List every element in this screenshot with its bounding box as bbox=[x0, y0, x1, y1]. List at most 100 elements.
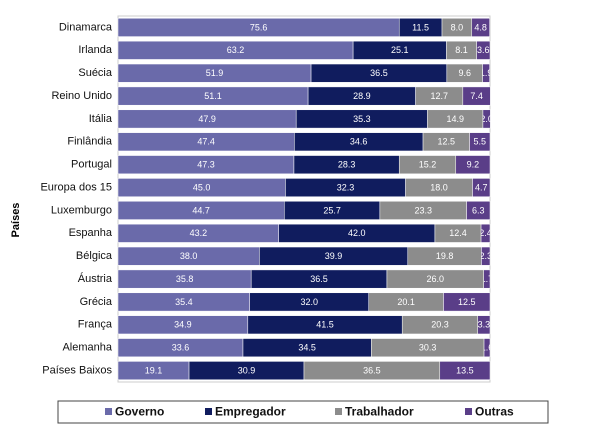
value-label: 30.9 bbox=[238, 365, 256, 375]
value-label-clip: 38.0 bbox=[180, 251, 198, 261]
value-label-clip: 4.7 bbox=[475, 182, 488, 192]
legend-marker bbox=[465, 408, 472, 415]
value-label: 42.0 bbox=[348, 228, 366, 238]
value-label: 20.3 bbox=[431, 320, 449, 330]
value-label-clip: 35.4 bbox=[175, 297, 193, 307]
value-label: 28.3 bbox=[338, 160, 356, 170]
legend-marker bbox=[205, 408, 212, 415]
value-label-clip: 44.7 bbox=[192, 205, 210, 215]
value-label-clip: 4.8 bbox=[474, 22, 487, 32]
y-tick-label: Suécia bbox=[78, 67, 113, 79]
bar-segment bbox=[480, 223, 491, 243]
value-label: 36.5 bbox=[370, 68, 388, 78]
value-label: 25.1 bbox=[391, 45, 409, 55]
value-label: 51.1 bbox=[204, 91, 222, 101]
value-label: 63.2 bbox=[227, 45, 245, 55]
value-label-clip: 35.8 bbox=[176, 274, 194, 284]
value-label: 47.9 bbox=[198, 114, 216, 124]
value-label: 33.6 bbox=[172, 343, 190, 353]
value-label-clip: 26.0 bbox=[427, 274, 445, 284]
value-label-clip: 6.3 bbox=[472, 205, 485, 215]
value-label-clip: 36.5 bbox=[370, 68, 388, 78]
value-label-clip: 11.5 bbox=[412, 22, 429, 32]
value-label: 15.2 bbox=[419, 160, 437, 170]
value-label: 13.5 bbox=[456, 365, 474, 375]
value-label: 32.3 bbox=[337, 182, 355, 192]
legend-marker bbox=[335, 408, 342, 415]
value-label: 35.8 bbox=[176, 274, 194, 284]
value-label-clip: 18.0 bbox=[430, 182, 448, 192]
value-label-clip: 32.0 bbox=[300, 297, 318, 307]
value-label: 34.5 bbox=[298, 343, 316, 353]
value-label-clip: 28.3 bbox=[338, 160, 356, 170]
value-label-clip: 5.5 bbox=[474, 137, 487, 147]
bar-segment bbox=[462, 86, 491, 106]
value-label-clip: 36.5 bbox=[310, 274, 328, 284]
value-label-clip: 23.3 bbox=[414, 205, 432, 215]
value-label: 12.5 bbox=[458, 297, 476, 307]
value-label: 47.3 bbox=[197, 160, 215, 170]
value-label: 2.0 bbox=[480, 114, 493, 124]
value-label: 43.2 bbox=[190, 228, 208, 238]
value-label-clip: 1.9 bbox=[480, 68, 493, 78]
bar-segment bbox=[471, 18, 490, 37]
bar-segment bbox=[455, 155, 491, 175]
legend-marker bbox=[105, 408, 112, 415]
value-label: 2.3 bbox=[479, 251, 492, 261]
y-tick-label: Dinamarca bbox=[59, 21, 113, 33]
value-label-clip: 12.4 bbox=[449, 228, 467, 238]
value-label: 5.5 bbox=[474, 137, 487, 147]
value-label: 39.9 bbox=[325, 251, 343, 261]
value-label: 32.0 bbox=[300, 297, 318, 307]
y-tick-label: Luxemburgo bbox=[51, 204, 112, 216]
value-label: 3.6 bbox=[477, 45, 490, 55]
y-tick-label: França bbox=[78, 319, 113, 331]
value-label: 20.1 bbox=[397, 297, 415, 307]
value-label-clip: 2.4 bbox=[481, 228, 490, 238]
legend-label: Trabalhador bbox=[345, 405, 414, 419]
y-tick-label: Itália bbox=[89, 113, 113, 125]
value-label-clip: 12.5 bbox=[438, 137, 456, 147]
bar-segment bbox=[469, 132, 491, 152]
bar-segment bbox=[482, 63, 490, 83]
value-label: 1.6 bbox=[481, 343, 494, 353]
value-label: 34.6 bbox=[350, 137, 368, 147]
value-label: 75.6 bbox=[250, 22, 268, 32]
y-tick-label: Portugal bbox=[71, 159, 112, 171]
value-label-clip: 43.2 bbox=[190, 228, 208, 238]
value-label: 7.4 bbox=[470, 91, 483, 101]
value-label-clip: 2.0 bbox=[480, 114, 493, 124]
value-label-clip: 8.1 bbox=[455, 45, 468, 55]
value-label: 35.4 bbox=[175, 297, 193, 307]
value-label: 11.5 bbox=[412, 22, 429, 32]
value-label-clip: 35.3 bbox=[353, 114, 371, 124]
value-label-clip: 19.8 bbox=[436, 251, 454, 261]
bar-segment bbox=[483, 338, 491, 358]
value-label-clip: 45.0 bbox=[193, 182, 211, 192]
value-label-clip: 19.1 bbox=[145, 365, 163, 375]
value-label-clip: 9.6 bbox=[458, 68, 471, 78]
bar-segment bbox=[466, 201, 491, 220]
value-label-clip: 30.3 bbox=[419, 343, 437, 353]
y-tick-label: Países Baixos bbox=[42, 364, 112, 376]
value-label-clip: 15.2 bbox=[419, 160, 437, 170]
value-label: 30.3 bbox=[419, 343, 437, 353]
legend-box bbox=[57, 400, 549, 424]
value-label: 1.9 bbox=[480, 68, 493, 78]
legend-label: Outras bbox=[475, 405, 514, 419]
value-label: 12.4 bbox=[449, 228, 467, 238]
value-label-clip: 75.6 bbox=[250, 22, 268, 32]
value-label-clip: 25.1 bbox=[391, 45, 409, 55]
value-label: 9.2 bbox=[467, 160, 480, 170]
value-label-clip: 47.9 bbox=[198, 114, 216, 124]
value-label-clip: 3.6 bbox=[477, 45, 490, 55]
value-label-clip: 1.7 bbox=[481, 274, 494, 284]
value-label-clip: 34.9 bbox=[174, 320, 192, 330]
value-label: 4.7 bbox=[475, 182, 488, 192]
value-label-clip: 34.6 bbox=[350, 137, 368, 147]
value-label: 1.7 bbox=[481, 274, 494, 284]
value-label-clip: 8.0 bbox=[451, 22, 464, 32]
value-label-clip: 13.5 bbox=[456, 365, 474, 375]
value-label: 41.5 bbox=[316, 320, 334, 330]
